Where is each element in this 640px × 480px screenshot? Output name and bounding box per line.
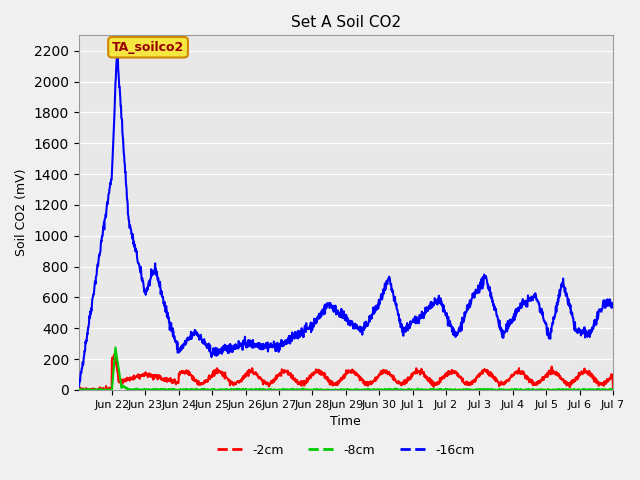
Title: Set A Soil CO2: Set A Soil CO2 — [291, 15, 401, 30]
Legend: -2cm, -8cm, -16cm: -2cm, -8cm, -16cm — [212, 439, 479, 462]
Text: TA_soilco2: TA_soilco2 — [112, 41, 184, 54]
X-axis label: Time: Time — [330, 415, 361, 428]
Y-axis label: Soil CO2 (mV): Soil CO2 (mV) — [15, 169, 28, 256]
